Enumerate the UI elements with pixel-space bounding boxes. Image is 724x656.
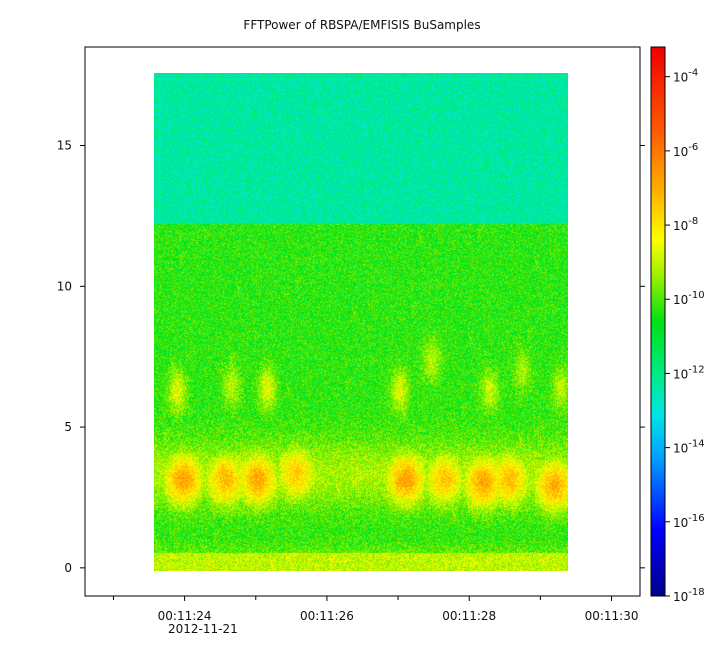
colorbar-tick-label-3: 10-10	[673, 290, 705, 307]
x-tick-label-3: 00:11:30	[585, 609, 639, 623]
colorbar-frame	[650, 46, 666, 597]
x-tick-label-1: 00:11:26	[300, 609, 354, 623]
colorbar-tick-label-2: 10-8	[673, 216, 698, 233]
chart-title: FFTPower of RBSPA/EMFISIS BuSamples	[243, 18, 481, 32]
x-tick-label-0: 00:11:24	[158, 609, 212, 623]
colorbar-tick-label-6: 10-16	[673, 513, 705, 530]
y-tick-label-2: 10	[57, 279, 72, 293]
colorbar-tick-label-4: 10-12	[673, 364, 705, 381]
colorbar-tick-label-1: 10-6	[673, 142, 698, 159]
x-tick-label-2: 00:11:28	[442, 609, 496, 623]
colorbar-tick-label-5: 10-14	[673, 439, 705, 456]
colorbar-gradient	[651, 47, 665, 596]
y-tick-label-1: 5	[64, 420, 72, 434]
x-axis: 00:11:24 00:11:26 00:11:28 00:11:30	[112, 596, 639, 623]
spectrogram-image	[154, 73, 568, 571]
y-tick-label-3: 15	[57, 139, 72, 153]
y-tick-label-0: 0	[64, 561, 72, 575]
y-axis: 0 5 10 15	[57, 139, 645, 575]
date-label: 2012-11-21	[168, 622, 238, 636]
colorbar-tick-label-7: 10-18	[673, 587, 705, 604]
colorbar-tick-label-0: 10-4	[673, 68, 698, 85]
colorbar-axis: 10-4 10-6 10-8 10-10 10-12 10-14 10-16 10-18	[665, 68, 705, 604]
